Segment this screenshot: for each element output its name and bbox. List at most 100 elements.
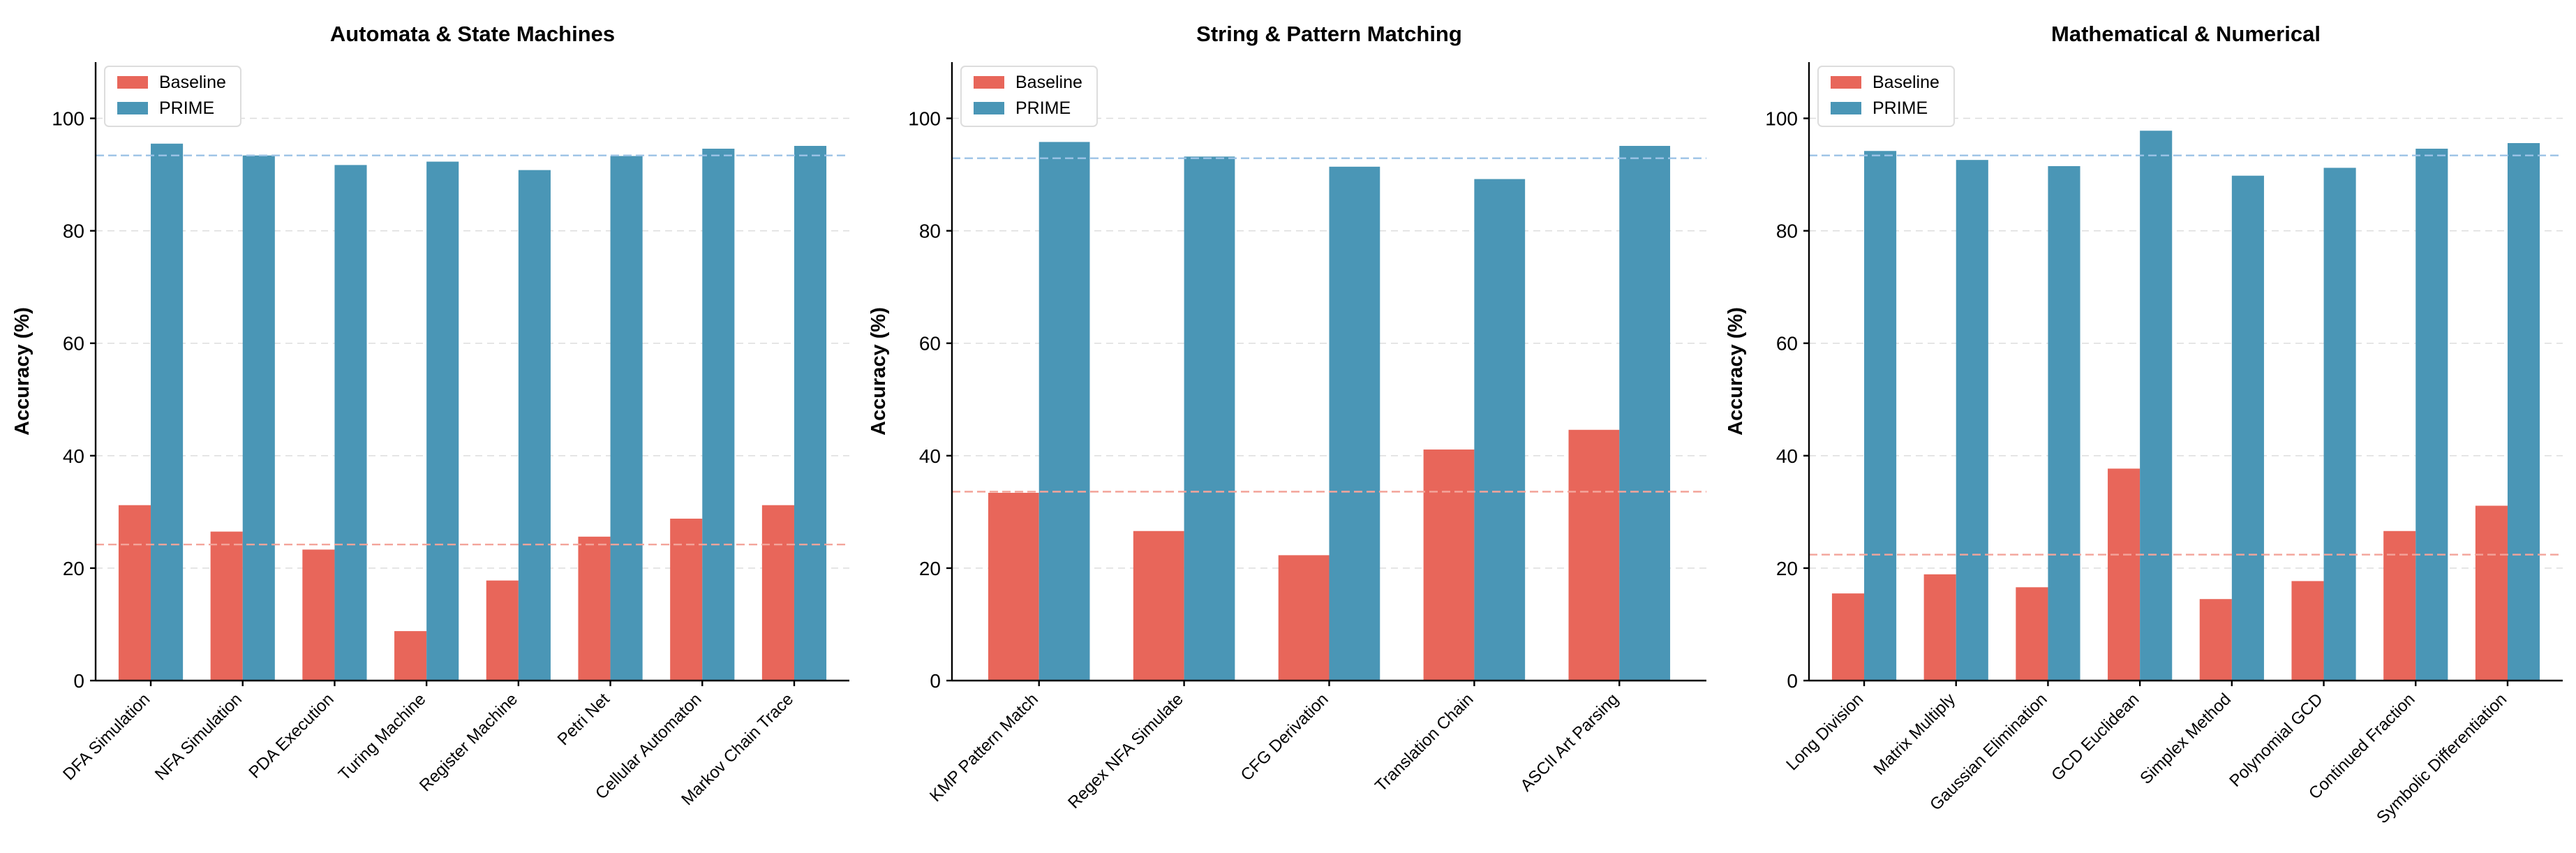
baseline-bar [2291, 581, 2324, 681]
x-tick-label: Polynomial GCD [2226, 690, 2327, 791]
prime-bar [2140, 131, 2173, 681]
baseline-bar [302, 549, 335, 681]
baseline-bar [2383, 531, 2416, 681]
prime-bar [610, 156, 643, 681]
prime-bar [518, 170, 551, 681]
y-tick-label: 40 [63, 445, 84, 467]
prime-bar [2048, 166, 2080, 681]
prime-bar [1038, 142, 1090, 681]
baseline-bar [210, 531, 243, 681]
prime-bar [334, 165, 367, 681]
prime-bar [1184, 156, 1235, 681]
legend-label-baseline: Baseline [159, 73, 226, 92]
x-tick-label: PDA Execution [245, 690, 337, 782]
baseline-bar [761, 505, 794, 681]
legend: Baseline PRIME [104, 66, 241, 127]
x-tick-label: Long Division [1782, 690, 1867, 774]
x-tick-label: KMP Pattern Match [926, 690, 1042, 806]
y-tick-label: 20 [919, 558, 941, 579]
y-tick-label: 60 [919, 333, 941, 355]
x-tick-label: Matrix Multiply [1870, 690, 1959, 779]
x-tick-label: NFA Simulation [151, 690, 246, 784]
y-tick-label: 60 [1776, 333, 1798, 355]
x-tick-label: ASCII Art Parsing [1517, 690, 1622, 795]
prime-bar [1956, 160, 1988, 681]
legend: Baseline PRIME [960, 66, 1098, 127]
prime-bar [2415, 149, 2448, 681]
baseline-bar [1133, 531, 1184, 681]
chart-title: Automata & State Machines [330, 22, 615, 46]
chart-title: Mathematical & Numerical [2051, 22, 2321, 46]
baseline-bar [1423, 449, 1475, 681]
y-tick-label: 100 [52, 108, 84, 130]
x-tick-label: Register Machine [416, 690, 521, 795]
baseline-bar [578, 536, 611, 681]
x-tick-label: CFG Derivation [1237, 690, 1332, 785]
y-tick-label: 100 [1765, 108, 1798, 130]
y-tick-label: 60 [63, 333, 84, 355]
prime-bar [2507, 142, 2540, 681]
legend-label-prime: PRIME [1873, 98, 1928, 118]
legend-swatch-prime [1831, 102, 1861, 114]
prime-bar [1864, 151, 1897, 681]
x-tick-label: Petri Net [554, 690, 613, 749]
baseline-bar [2108, 468, 2141, 681]
y-tick-label: 0 [73, 670, 84, 692]
y-tick-label: 40 [1776, 445, 1798, 467]
y-tick-label: 80 [919, 221, 941, 242]
baseline-bar [1278, 555, 1330, 681]
x-tick-label: GCD Euclidean [2048, 690, 2143, 785]
chart-panel-3: 0 20 40 60 80 100 Long Division Matrix Multiply… [1725, 22, 2563, 827]
x-tick-label: Translation Chain [1371, 690, 1477, 795]
prime-bar [1329, 166, 1380, 681]
prime-bar [2323, 168, 2356, 681]
legend-swatch-prime [117, 102, 148, 114]
prime-bar [2231, 175, 2264, 681]
y-tick-label: 100 [908, 108, 941, 130]
x-tick-label: Turing Machine [335, 690, 429, 784]
legend-swatch-baseline [974, 76, 1004, 89]
prime-bar [151, 143, 184, 681]
baseline-bar [670, 519, 703, 681]
prime-bar [426, 161, 459, 681]
prime-bar [1474, 179, 1526, 681]
baseline-bar [394, 631, 427, 681]
y-tick-label: 0 [930, 670, 941, 692]
baseline-bar [988, 492, 1039, 681]
baseline-bar [118, 505, 151, 681]
chart-panel-2: 0 20 40 60 80 100 KMP Pattern Match Regex NFA S… [868, 22, 1706, 813]
baseline-bar [2199, 599, 2232, 681]
y-tick-label: 0 [1787, 670, 1798, 692]
x-tick-label: DFA Simulation [59, 690, 154, 784]
prime-bar [702, 149, 735, 681]
legend-swatch-baseline [1831, 76, 1861, 89]
baseline-bar [486, 580, 519, 681]
baseline-bar [2016, 587, 2048, 681]
y-axis-label: Accuracy (%) [868, 307, 890, 436]
legend-label-prime: PRIME [1015, 98, 1071, 118]
prime-bar [242, 155, 275, 681]
y-tick-label: 20 [63, 558, 84, 579]
baseline-bar [2475, 505, 2508, 681]
legend-label-prime: PRIME [159, 98, 214, 118]
y-tick-label: 80 [63, 221, 84, 242]
legend: Baseline PRIME [1817, 66, 1955, 127]
prime-bar [1619, 146, 1671, 681]
x-tick-label: Regex NFA Simulate [1064, 690, 1187, 813]
legend-swatch-baseline [117, 76, 148, 89]
legend-label-baseline: Baseline [1015, 73, 1082, 92]
baseline-bar [1923, 574, 1956, 681]
y-tick-label: 80 [1776, 221, 1798, 242]
y-axis-label: Accuracy (%) [1725, 307, 1747, 436]
prime-bar [794, 146, 827, 681]
y-axis-label: Accuracy (%) [11, 307, 33, 436]
y-tick-label: 20 [1776, 558, 1798, 579]
y-tick-label: 40 [919, 445, 941, 467]
baseline-bar [1568, 429, 1620, 681]
legend-label-baseline: Baseline [1873, 73, 1940, 92]
legend-swatch-prime [974, 102, 1004, 114]
baseline-bar [1831, 593, 1865, 681]
x-tick-label: Simplex Method [2136, 690, 2235, 788]
